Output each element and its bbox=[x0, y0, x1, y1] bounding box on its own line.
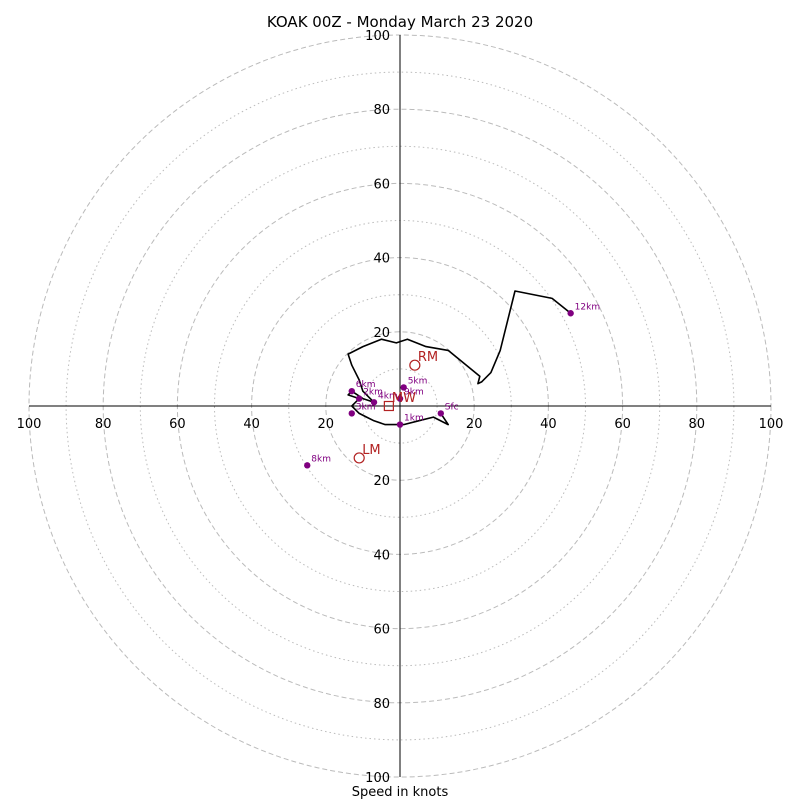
y-tick-label: 100 bbox=[365, 29, 390, 44]
height-marker-label: 12km bbox=[575, 302, 600, 312]
height-marker bbox=[370, 399, 378, 406]
height-marker-label: 2km bbox=[363, 388, 383, 398]
y-tick-label: 20 bbox=[373, 326, 390, 341]
storm-motion-marker bbox=[409, 359, 421, 371]
x-tick-label: 80 bbox=[689, 417, 706, 432]
x-tick-label: 60 bbox=[614, 417, 631, 432]
height-marker-label: 5km bbox=[408, 376, 428, 386]
height-marker bbox=[400, 384, 407, 391]
height-marker bbox=[348, 410, 355, 417]
height-marker-label: 9km bbox=[404, 388, 424, 398]
storm-motion-label: LM bbox=[362, 443, 380, 458]
height-marker-label: 4km bbox=[378, 391, 398, 401]
x-tick-label: 40 bbox=[243, 417, 260, 432]
storm-motion-label: MW bbox=[392, 391, 416, 406]
hodograph-line bbox=[347, 290, 572, 426]
height-marker bbox=[304, 462, 311, 469]
x-tick-label: 100 bbox=[17, 417, 42, 432]
height-marker bbox=[396, 421, 404, 428]
height-marker bbox=[396, 395, 404, 402]
x-tick-label: 20 bbox=[318, 417, 335, 432]
height-marker-label: 1km bbox=[404, 414, 424, 424]
tick-labels: 100 80 60 40 20 20 40 60 80 100 100 80 60 40 20 20 40 60 8… bbox=[17, 29, 784, 786]
y-tick-label: 60 bbox=[373, 177, 390, 192]
x-tick-label: 80 bbox=[95, 417, 112, 432]
x-tick-label: 60 bbox=[169, 417, 186, 432]
height-marker bbox=[567, 310, 574, 317]
height-marker-label: 8km bbox=[311, 454, 331, 464]
x-axis-label: Speed in knots bbox=[352, 785, 449, 800]
x-tick-label: 20 bbox=[466, 417, 483, 432]
height-marker bbox=[355, 395, 363, 402]
x-tick-label: 40 bbox=[540, 417, 557, 432]
storm-motion-label: RM bbox=[418, 350, 438, 365]
x-tick-label: 100 bbox=[759, 417, 784, 432]
y-tick-label: 60 bbox=[373, 623, 390, 638]
height-marker bbox=[437, 410, 445, 417]
chart-title: KOAK 00Z - Monday March 23 2020 bbox=[267, 13, 533, 31]
storm-motion-markers: RM LM MW bbox=[353, 350, 438, 464]
storm-motion-marker bbox=[353, 452, 365, 464]
y-tick-label: 80 bbox=[373, 697, 390, 712]
y-tick-label: 20 bbox=[373, 474, 390, 489]
height-marker-label: 6km bbox=[356, 380, 376, 390]
y-tick-label: 100 bbox=[365, 771, 390, 786]
wind-trace bbox=[347, 290, 572, 426]
height-marker bbox=[348, 387, 355, 395]
mean-wind-marker bbox=[383, 400, 394, 412]
y-tick-label: 80 bbox=[373, 103, 390, 118]
axes bbox=[29, 35, 771, 777]
height-marker-label: Sfc bbox=[445, 402, 459, 412]
y-tick-label: 40 bbox=[373, 252, 390, 267]
y-tick-label: 40 bbox=[373, 548, 390, 563]
height-marker-label: 3km bbox=[356, 402, 376, 412]
